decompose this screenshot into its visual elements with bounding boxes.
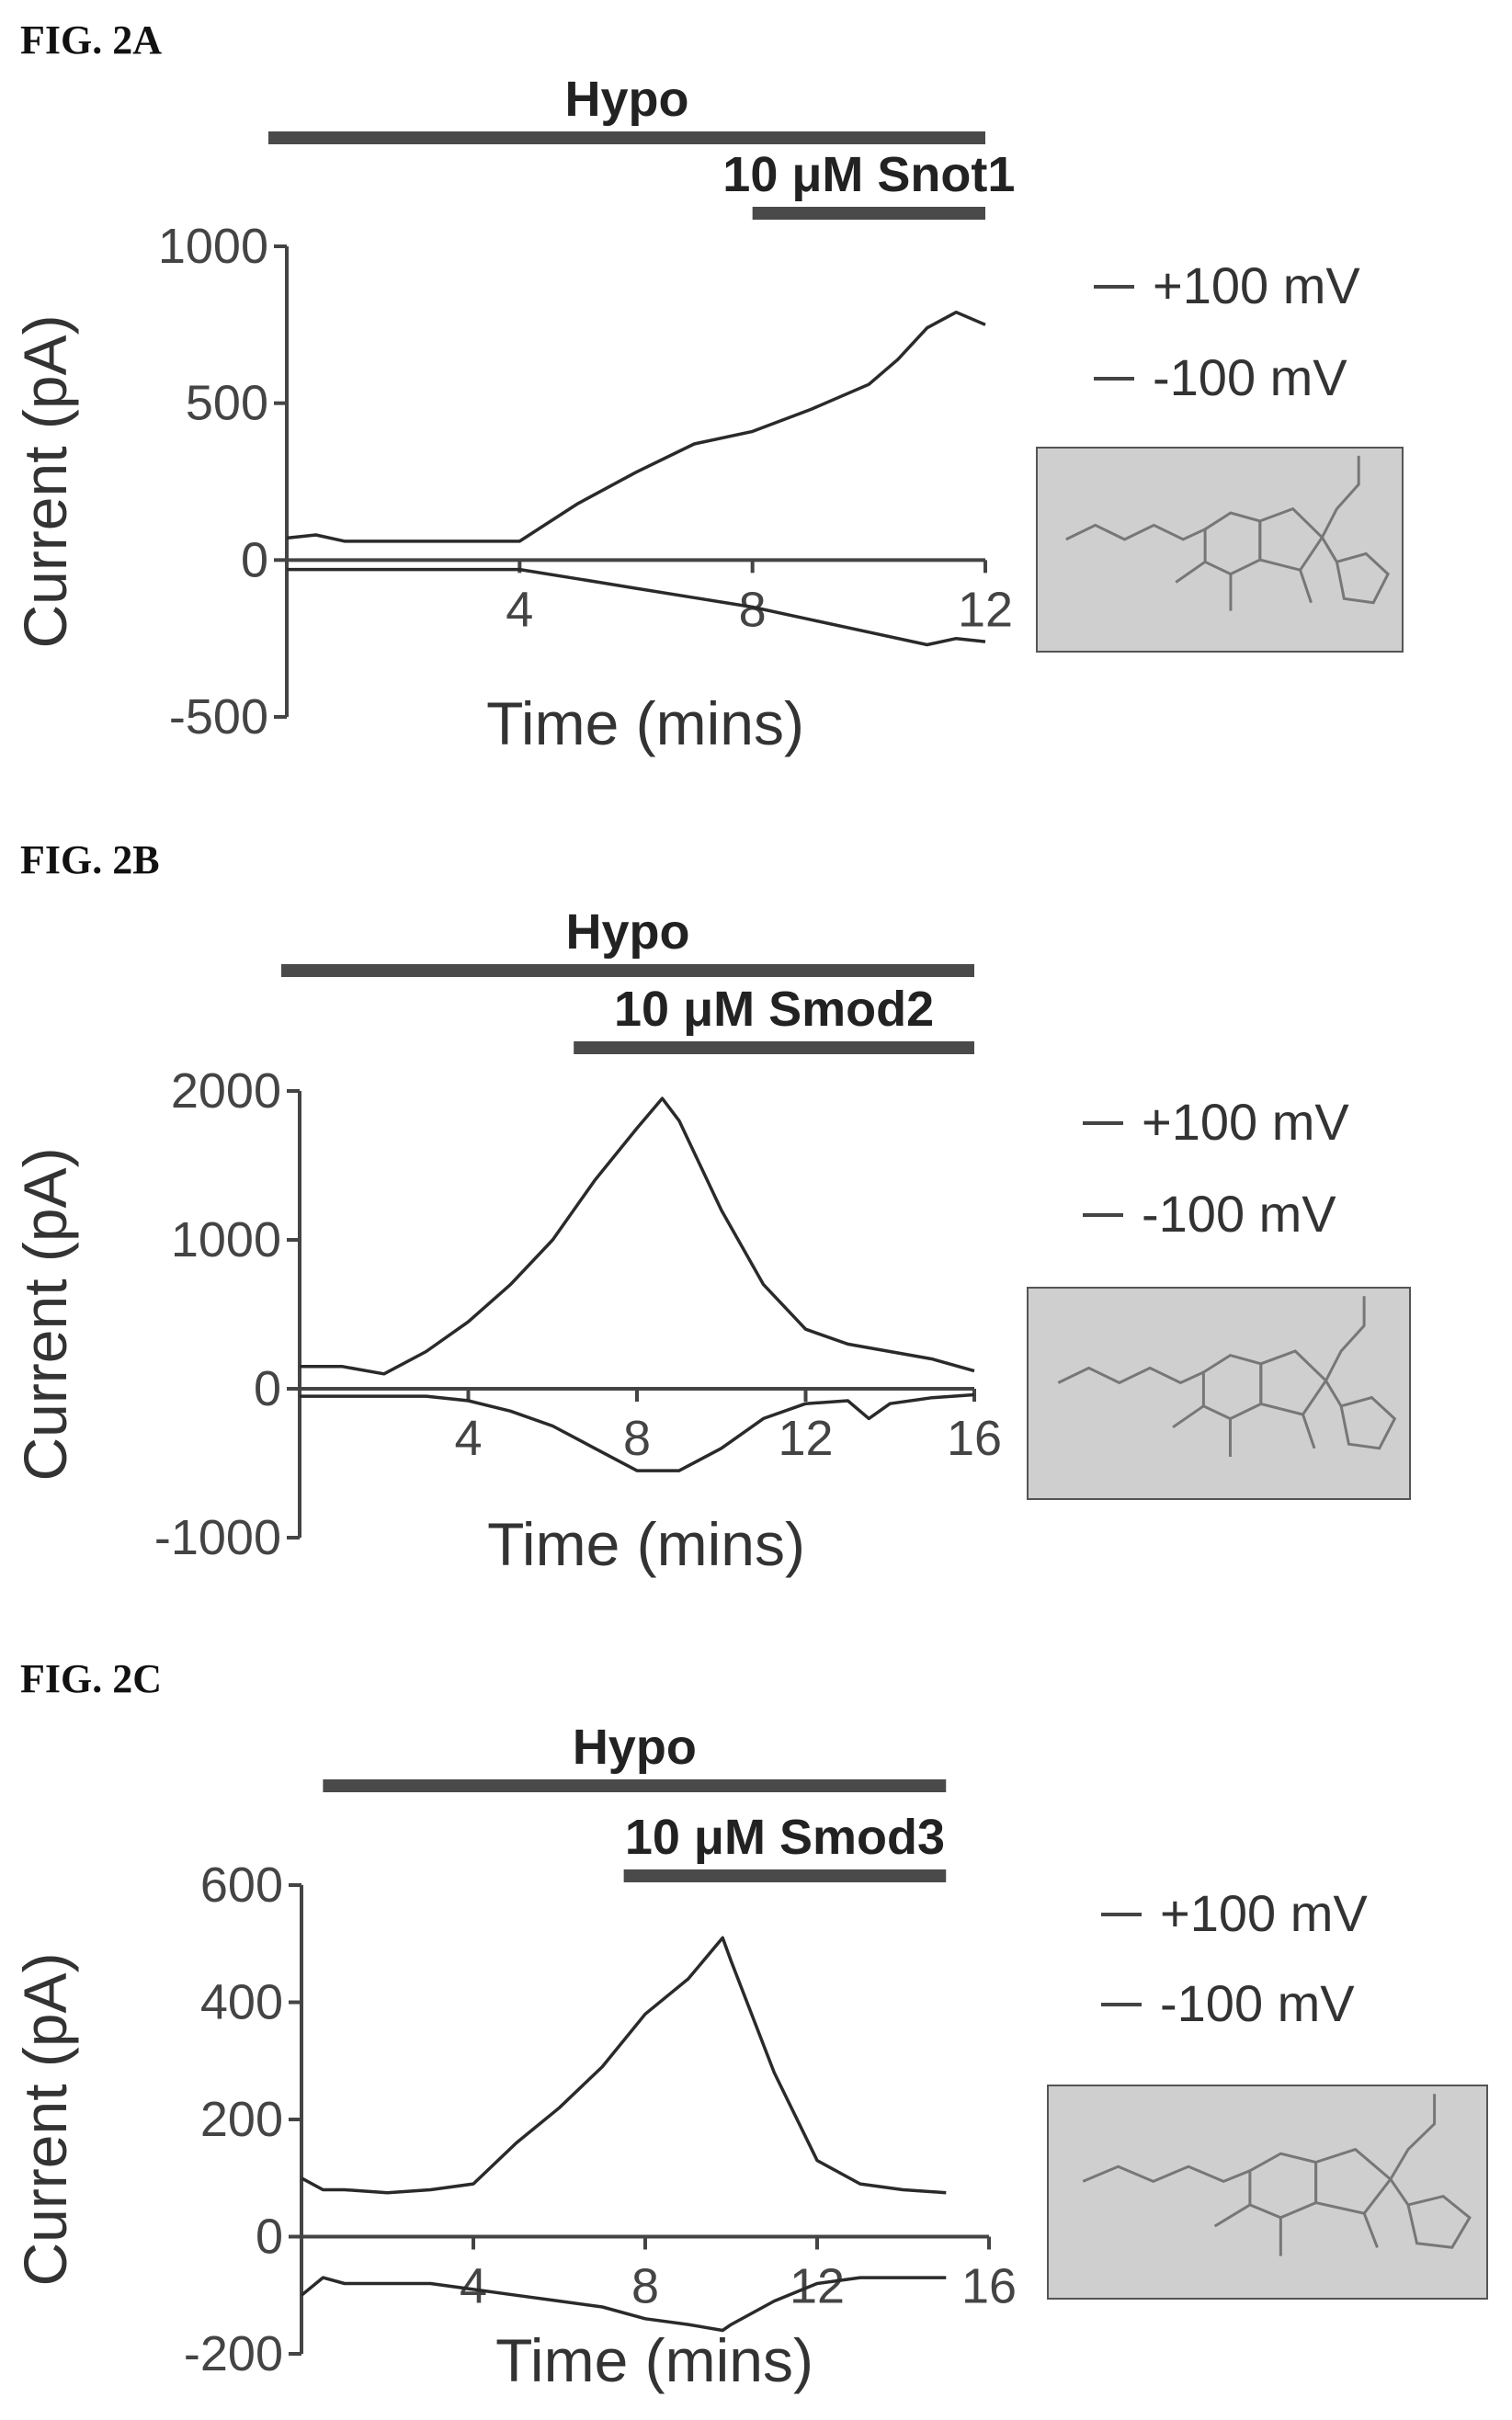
treatment-label-0: Hypo [566,904,690,960]
y-tick-label-2: 200 [200,2092,283,2147]
y-tick-label-2: 0 [241,532,268,587]
x-tick-label-2: 12 [778,1411,833,1466]
figure-label: FIG. 2B [20,837,160,882]
treatment-bar-1 [624,1869,947,1882]
x-axis-title: Time (mins) [487,1510,805,1578]
x-tick-label-3: 16 [947,1411,1002,1466]
x-tick-label-2: 12 [958,582,1013,637]
treatment-bar-0 [323,1779,946,1792]
chemical-structure-image [1048,2085,1487,2299]
x-tick-label-0: 4 [460,2259,487,2314]
figure-label: FIG. 2A [20,17,162,62]
treatment-label-1: 10 μM Smod2 [614,982,934,1037]
treatment-bar-0 [281,964,974,977]
x-tick-label-1: 8 [623,1411,651,1466]
y-tick-label-3: -1000 [154,1510,281,1565]
legend-entry-1: -100 mV [1160,1974,1355,2032]
treatment-bar-0 [268,131,985,144]
panel-1: FIG. 2B Hypo 10 μM Smod2 2000 1000 0 -1000 4 8 12… [11,837,1410,1578]
y-tick-label-4: -200 [184,2326,283,2381]
y-axis-title: Current (pA) [11,1952,79,2286]
treatment-label-1: 10 μM Snot1 [722,147,1015,202]
treatment-label-0: Hypo [573,1720,697,1775]
legend-entry-1: -100 mV [1153,348,1347,406]
chemical-structure-frame [1037,448,1403,652]
series-line-1 [287,570,985,645]
y-tick-label-3: 0 [256,2210,283,2265]
series-line-0 [287,312,985,541]
chemical-structure-frame [1028,1288,1410,1499]
chemical-structure-frame [1048,2085,1487,2299]
x-axis-title: Time (mins) [486,689,804,757]
figure-label: FIG. 2C [20,1656,162,1701]
treatment-label-0: Hypo [565,72,689,127]
y-tick-label-3: -500 [169,689,268,744]
legend-entry-0: +100 mV [1153,256,1360,314]
y-tick-label-1: 400 [200,1975,283,2030]
y-axis-title: Current (pA) [11,1147,79,1481]
x-tick-label-0: 4 [506,582,533,637]
y-tick-label-2: 0 [254,1361,281,1416]
treatment-bar-1 [574,1041,974,1054]
treatment-label-1: 10 μM Smod3 [625,1810,945,1865]
legend-entry-0: +100 mV [1142,1093,1349,1151]
x-tick-label-0: 4 [454,1411,482,1466]
y-axis-title: Current (pA) [11,314,79,648]
series-line-0 [300,1098,974,1374]
y-tick-label-1: 500 [186,376,268,431]
legend-entry-1: -100 mV [1142,1185,1336,1243]
series-line-1 [301,2278,946,2330]
treatment-bar-1 [753,207,985,220]
chemical-structure-image [1028,1288,1410,1499]
x-tick-label-2: 12 [790,2259,845,2314]
x-axis-title: Time (mins) [495,2326,813,2394]
x-tick-label-3: 16 [961,2259,1017,2314]
y-tick-label-1: 1000 [171,1212,281,1267]
chemical-structure-image [1037,448,1403,652]
legend-entry-0: +100 mV [1160,1884,1368,1942]
panel-0: FIG. 2AHypo10 μM Snot110005000-5004812Ti… [11,17,1403,757]
series-line-0 [301,1937,946,2192]
y-tick-label-0: 2000 [171,1063,281,1119]
y-tick-label-0: 1000 [158,219,268,274]
x-tick-label-1: 8 [631,2259,659,2314]
y-tick-label-0: 600 [200,1858,283,1913]
panel-2: FIG. 2C Hypo 10 μM Smod3 600 400 200 0 -200 4 8 12… [11,1656,1487,2394]
